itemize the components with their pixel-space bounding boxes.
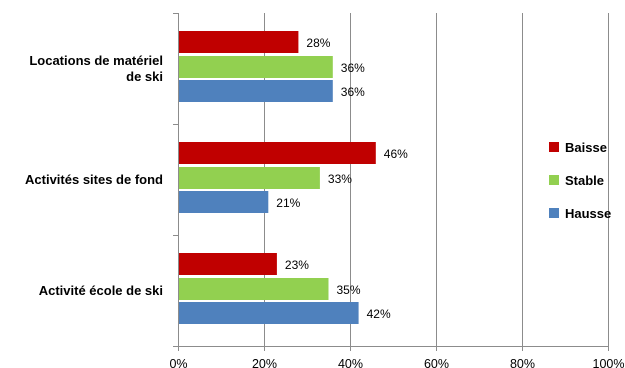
bar-baisse xyxy=(179,253,277,275)
x-tick-label: 0% xyxy=(169,357,187,368)
category-label-line: Activité école de ski xyxy=(39,283,163,298)
data-label: 35% xyxy=(337,283,361,297)
x-tick-label: 80% xyxy=(510,357,535,368)
bar-baisse xyxy=(179,31,299,53)
bar-hausse xyxy=(179,302,359,324)
x-tick-label: 60% xyxy=(424,357,449,368)
data-label: 36% xyxy=(341,85,365,99)
bar-stable xyxy=(179,56,333,78)
x-tick-label: 100% xyxy=(593,357,625,368)
data-label: 23% xyxy=(285,258,309,272)
legend-label-baisse: Baisse xyxy=(565,140,607,155)
data-label: 46% xyxy=(384,147,408,161)
legend-swatch-stable xyxy=(549,175,559,185)
data-label: 21% xyxy=(276,196,300,210)
x-tick-label: 20% xyxy=(252,357,277,368)
x-tick-label: 40% xyxy=(338,357,363,368)
category-label: Activités sites de fond xyxy=(25,172,163,187)
category-label: Activité école de ski xyxy=(39,283,163,298)
axes xyxy=(173,13,609,351)
category-label-line: Locations de matériel xyxy=(29,53,163,68)
x-tick-labels: 0% 20% 40% 60% 80% 100% xyxy=(169,357,624,368)
legend-label-stable: Stable xyxy=(565,173,604,188)
legend-swatch-baisse xyxy=(549,142,559,152)
bar-baisse xyxy=(179,142,376,164)
data-label: 33% xyxy=(328,172,352,186)
data-labels: 28% 36% 36% 46% 33% 21% 23% 35% 42% xyxy=(276,36,408,321)
legend-label-hausse: Hausse xyxy=(565,206,611,221)
category-labels: Locations de matériel de ski Activités sit… xyxy=(25,53,163,298)
data-label: 36% xyxy=(341,61,365,75)
category-label-line: de ski xyxy=(126,69,163,84)
legend: Baisse Stable Hausse xyxy=(549,140,611,221)
bar-hausse xyxy=(179,191,269,213)
category-label-line: Activités sites de fond xyxy=(25,172,163,187)
data-label: 28% xyxy=(306,36,330,50)
bar-hausse xyxy=(179,80,333,102)
data-label: 42% xyxy=(367,307,391,321)
bar-stable xyxy=(179,278,329,300)
legend-swatch-hausse xyxy=(549,208,559,218)
bar-stable xyxy=(179,167,320,189)
bars xyxy=(179,31,376,324)
category-label: Locations de matériel de ski xyxy=(29,53,163,84)
